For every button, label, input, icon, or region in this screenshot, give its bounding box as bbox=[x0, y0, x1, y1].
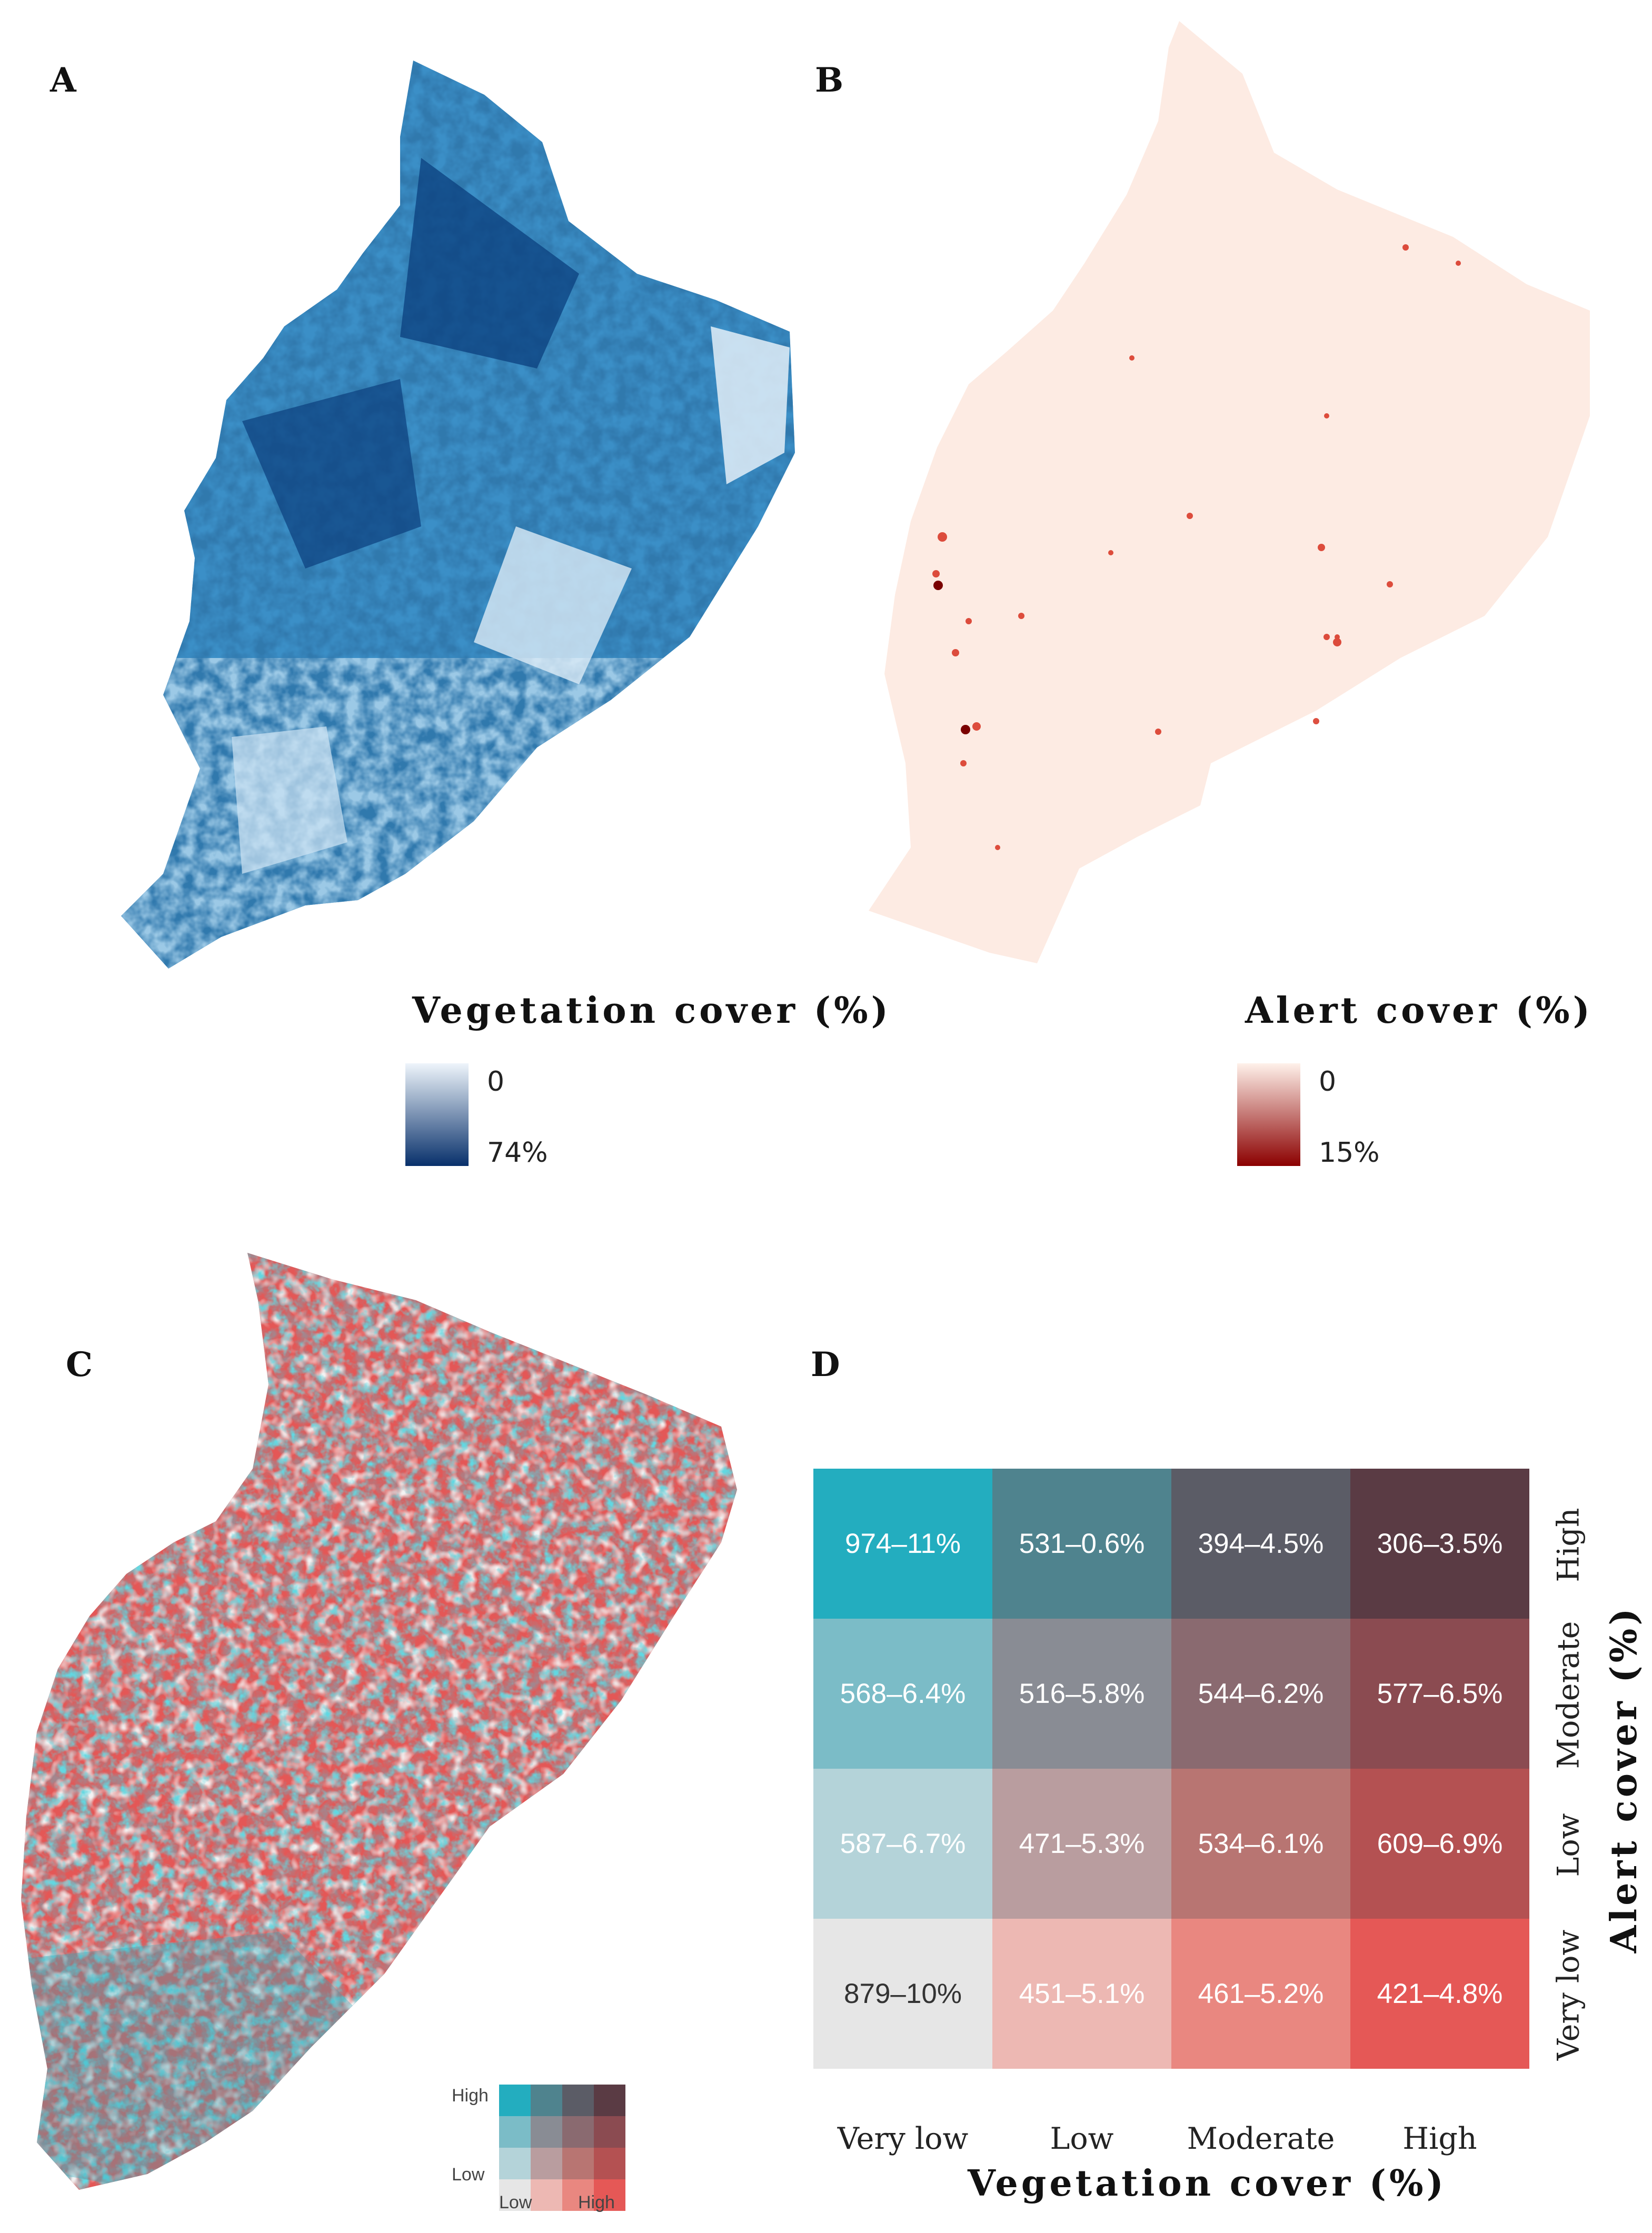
mini-legend-swatch bbox=[499, 2179, 531, 2211]
mini-legend-swatch bbox=[499, 2085, 531, 2116]
mini-legend-swatch bbox=[562, 2148, 594, 2179]
mini-legend-swatch bbox=[594, 2148, 625, 2179]
y-tick-low: Low bbox=[1551, 1813, 1586, 1877]
matrix-cell-moderate-low: 534–6.1% bbox=[1171, 1769, 1350, 1919]
mini-legend-swatch bbox=[594, 2116, 625, 2148]
x-tick-very-low: Very low bbox=[837, 2121, 969, 2156]
legend-alert-gradient bbox=[1237, 1063, 1300, 1166]
mini-legend-swatch bbox=[594, 2085, 625, 2116]
legend-vegetation-min: 0 bbox=[487, 1066, 505, 1098]
legend-vegetation-max: 74% bbox=[487, 1137, 548, 1169]
mini-legend-x-high: High bbox=[578, 2192, 615, 2212]
panel-label-c: C bbox=[66, 1345, 93, 1384]
x-axis-title: Vegetation cover (%) bbox=[968, 2162, 1447, 2205]
legend-vegetation-gradient bbox=[405, 1063, 469, 1166]
x-tick-moderate: Moderate bbox=[1187, 2121, 1335, 2156]
matrix-cell-moderate-high: 394–4.5% bbox=[1171, 1469, 1350, 1619]
y-tick-very-low: Very low bbox=[1551, 1929, 1586, 2061]
mini-legend-swatch bbox=[562, 2179, 594, 2211]
y-axis-title: Alert cover (%) bbox=[1603, 1605, 1645, 1953]
legend-alert-title: Alert cover (%) bbox=[1245, 990, 1593, 1032]
panel-label-a: A bbox=[50, 61, 76, 100]
legend-alert-max: 15% bbox=[1319, 1137, 1380, 1169]
mini-legend-swatch bbox=[531, 2179, 562, 2211]
matrix-cell-very-low-low: 587–6.7% bbox=[813, 1769, 992, 1919]
matrix-cell-very-low-very-low: 879–10% bbox=[813, 1919, 992, 2069]
matrix-cell-low-moderate: 516–5.8% bbox=[992, 1619, 1171, 1769]
matrix-cell-high-low: 609–6.9% bbox=[1350, 1769, 1529, 1919]
matrix-cell-very-low-high: 974–11% bbox=[813, 1469, 992, 1619]
matrix-cell-high-high: 306–3.5% bbox=[1350, 1469, 1529, 1619]
matrix-cell-low-very-low: 451–5.1% bbox=[992, 1919, 1171, 2069]
x-tick-low: Low bbox=[1050, 2121, 1114, 2156]
alert-cover-map bbox=[869, 21, 1590, 963]
matrix-cell-moderate-moderate: 544–6.2% bbox=[1171, 1619, 1350, 1769]
y-tick-high: High bbox=[1551, 1508, 1586, 1582]
matrix-cell-low-high: 531–0.6% bbox=[992, 1469, 1171, 1619]
mini-legend-swatch bbox=[562, 2116, 594, 2148]
legend-alert-min: 0 bbox=[1319, 1066, 1337, 1098]
matrix-cell-very-low-moderate: 568–6.4% bbox=[813, 1619, 992, 1769]
vegetation-cover-map bbox=[121, 61, 795, 969]
mini-legend-x-low: Low bbox=[499, 2192, 532, 2212]
mini-legend-swatch bbox=[531, 2116, 562, 2148]
matrix-cell-moderate-very-low: 461–5.2% bbox=[1171, 1919, 1350, 2069]
mini-bivariate-legend bbox=[499, 2085, 625, 2211]
legend-vegetation-title: Vegetation cover (%) bbox=[412, 990, 891, 1032]
mini-legend-swatch bbox=[531, 2085, 562, 2116]
panel-label-d: D bbox=[811, 1345, 840, 1384]
bivariate-map bbox=[21, 1253, 737, 2190]
mini-legend-swatch bbox=[531, 2148, 562, 2179]
panel-label-b: B bbox=[815, 61, 844, 100]
x-tick-high: High bbox=[1402, 2121, 1477, 2156]
mini-legend-swatch bbox=[594, 2179, 625, 2211]
mini-legend-swatch bbox=[499, 2148, 531, 2179]
mini-legend-swatch bbox=[499, 2116, 531, 2148]
mini-legend-y-low: Low bbox=[452, 2165, 485, 2185]
y-tick-moderate: Moderate bbox=[1551, 1621, 1586, 1769]
mini-legend-swatch bbox=[562, 2085, 594, 2116]
mini-legend-y-high: High bbox=[452, 2086, 489, 2106]
matrix-cell-high-very-low: 421–4.8% bbox=[1350, 1919, 1529, 2069]
matrix-cell-high-moderate: 577–6.5% bbox=[1350, 1619, 1529, 1769]
matrix-cell-low-low: 471–5.3% bbox=[992, 1769, 1171, 1919]
